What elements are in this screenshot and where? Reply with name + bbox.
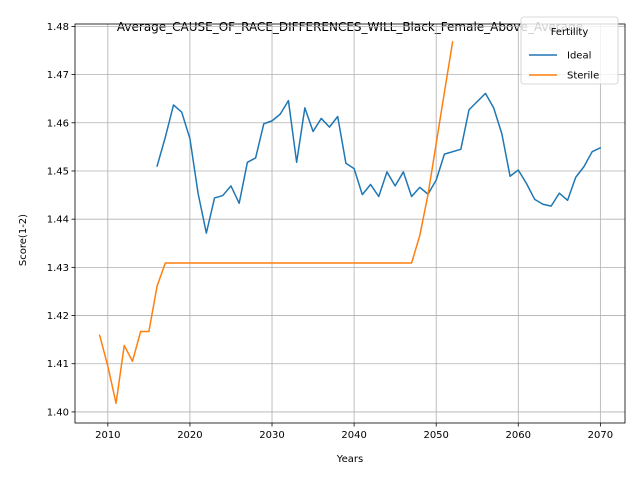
legend-label-sterile: Sterile xyxy=(567,71,599,82)
chart-title: Average_CAUSE_OF_RACE_DIFFERENCES_WILL_B… xyxy=(117,20,583,34)
y-tick-label: 1.46 xyxy=(47,118,69,129)
x-tick-label: 2070 xyxy=(588,430,613,441)
y-axis-label: Score(1-2) xyxy=(18,214,29,266)
x-axis: 2010 2020 2030 2040 2050 2060 2070 xyxy=(95,423,613,441)
y-tick-label: 1.44 xyxy=(47,215,69,226)
y-tick-label: 1.42 xyxy=(47,311,69,322)
y-tick-label: 1.45 xyxy=(47,166,69,177)
x-tick-label: 2030 xyxy=(259,430,284,441)
y-tick-label: 1.47 xyxy=(47,70,69,81)
series-line-sterile xyxy=(98,41,454,404)
series-layer xyxy=(98,41,602,404)
y-tick-label: 1.48 xyxy=(47,22,69,33)
legend-label-ideal: Ideal xyxy=(567,51,591,62)
series-line-ideal xyxy=(156,92,602,234)
plot-frame xyxy=(74,23,626,424)
grid-layer xyxy=(75,24,625,423)
y-axis: 1.40 1.41 1.42 1.43 1.44 1.45 1.46 1.47 1.48 xyxy=(47,22,75,418)
legend-title: Fertility xyxy=(551,27,589,38)
y-tick-label: 1.43 xyxy=(47,263,69,274)
x-tick-label: 2050 xyxy=(423,430,448,441)
x-tick-label: 2010 xyxy=(95,430,120,441)
legend-box xyxy=(520,16,619,85)
x-tick-label: 2020 xyxy=(177,430,202,441)
x-tick-label: 2060 xyxy=(506,430,531,441)
y-tick-label: 1.40 xyxy=(47,407,69,418)
x-tick-label: 2040 xyxy=(341,430,366,441)
legend: Fertility Ideal Sterile xyxy=(520,16,619,85)
x-axis-label: Years xyxy=(336,454,363,465)
y-tick-label: 1.41 xyxy=(47,359,69,370)
